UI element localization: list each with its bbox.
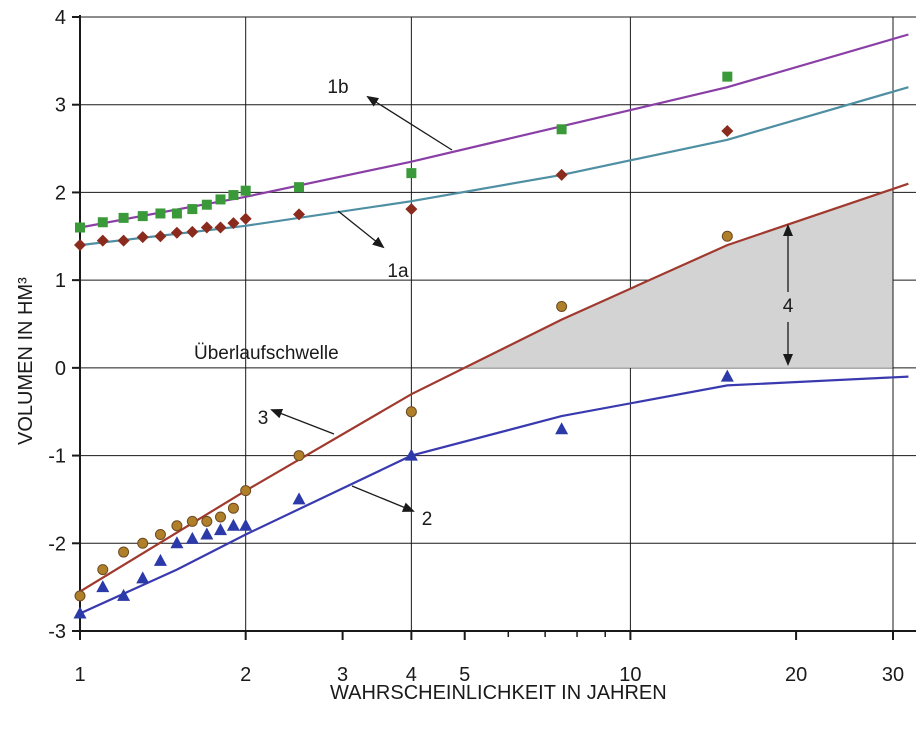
triangle-point [117,588,131,601]
diamond-point [74,239,86,252]
diamond-point [721,125,734,138]
arrow-2 [351,485,415,512]
diamond-point [136,231,149,244]
x-tick-label: 20 [785,664,807,686]
shaded-area-4 [464,188,893,368]
diamond-point [293,208,306,221]
triangle-point [153,553,167,566]
y-tick-label: -1 [48,446,66,468]
series-points [73,71,734,619]
diamond-point [239,212,252,225]
circle-point [240,485,252,497]
triangle-point [136,571,150,584]
arrow-3 [270,408,335,435]
square-point [137,211,148,222]
circle-point [137,537,149,549]
triangle-point [239,518,253,531]
square-point [294,182,305,193]
x-tick-label: 3 [337,664,348,686]
diamond-point [154,230,167,243]
circle-point [74,590,86,602]
square-point [201,199,212,210]
diamond-point [200,221,213,234]
y-tick-label: 1 [55,270,66,292]
series-line-1a [80,86,909,247]
circle-point [721,230,733,242]
annotation-4: 4 [783,296,794,317]
triangle-point [720,369,734,382]
diamond-point [555,168,568,181]
triangle-point [555,422,569,435]
series-line-1b [80,33,909,229]
square-point [240,185,251,196]
axes: -3 -2 -1 0 1 2 3 4 1 2 3 4 5 10 20 30 [48,7,916,686]
diamond-point [214,221,227,234]
circle-point [118,546,130,558]
triangle-point [170,536,184,549]
y-tick-label: -2 [48,533,66,555]
y-tick-label: 3 [55,95,66,117]
triangle-point [200,527,214,540]
annotation-1b: 1b [327,77,348,98]
circle-point [186,515,198,527]
triangle-point [226,518,240,531]
annotation-ueberlaufschwelle: Überlaufschwelle [194,343,339,364]
diamond-point [170,226,183,239]
y-tick-label: 4 [55,7,66,29]
annotation-1a: 1a [387,261,409,282]
x-tick-label: 5 [459,664,470,686]
x-axis-label: WAHRSCHEINLICHKEIT IN JAHREN [330,682,667,704]
shaded-region [464,188,894,368]
circle-point [227,502,239,514]
square-point [228,190,239,201]
series-line-2 [80,375,909,615]
diamond-point [117,234,130,247]
circle-point [556,300,568,312]
x-tick-label: 30 [882,664,904,686]
circle-point [405,406,417,418]
square-point [406,168,417,179]
y-tick-label: -3 [48,621,66,643]
square-point [171,208,182,219]
square-point [155,208,166,219]
diamond-point [186,225,199,238]
x-tick-label: 10 [619,664,641,686]
diamond-point [227,217,240,230]
y-tick-label: 0 [55,358,66,380]
y-tick-label: 2 [55,182,66,204]
circle-point [293,450,305,462]
annotation-3: 3 [258,408,269,429]
square-point [556,124,567,135]
circle-point [201,515,213,527]
series-line-3 [80,182,909,593]
triangle-point [96,580,110,593]
diamond-point [96,234,109,247]
x-tick-label: 4 [406,664,417,686]
x-tick-label: 1 [74,664,85,686]
square-point [215,194,226,205]
triangle-point [404,448,418,461]
triangle-point [185,531,199,544]
diamond-point [405,203,418,216]
triangle-point [292,492,306,505]
arrow-1b [366,95,453,151]
arrow-1a [337,210,385,249]
circle-point [171,520,183,532]
annotations: 1b 1a 3 2 4 Überlaufschwelle [194,77,794,530]
square-point [187,204,198,215]
square-point [97,217,108,228]
triangle-point [214,523,228,536]
annotation-2: 2 [422,509,433,530]
square-point [75,222,85,233]
y-axis-label: VOLUMEN IN HM³ [15,277,37,445]
circle-point [154,529,166,541]
triangle-point [73,606,87,619]
circle-point [97,564,109,576]
circle-point [215,511,227,523]
x-tick-label: 2 [240,664,251,686]
square-point [722,71,733,82]
square-point [118,212,129,223]
